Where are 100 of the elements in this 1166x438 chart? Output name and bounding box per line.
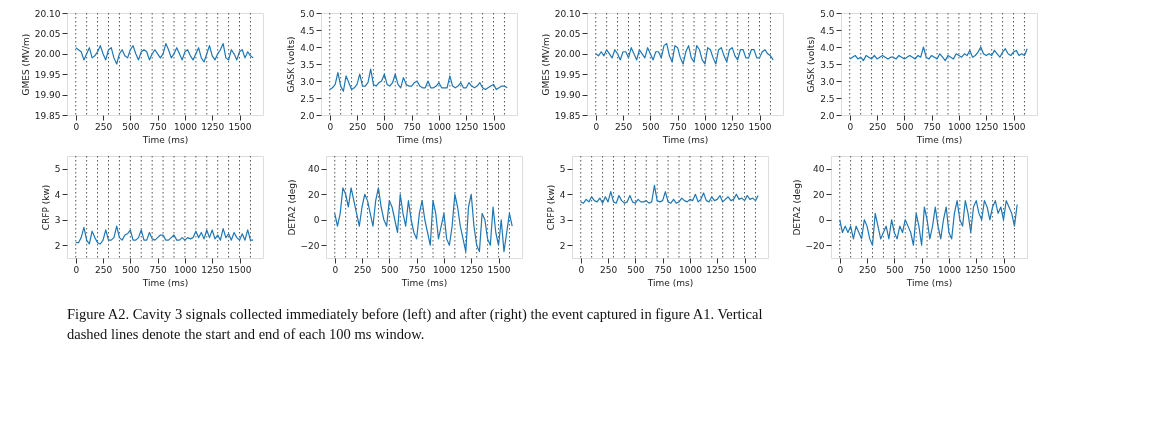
x-tick-label: 250: [353, 264, 372, 275]
x-tick-label: 1500: [733, 264, 757, 275]
x-tick-label: 500: [122, 121, 140, 132]
x-axis-title: Time (ms): [141, 277, 189, 288]
x-tick-label: 1250: [706, 264, 730, 275]
y-tick-label: 3.5: [300, 59, 315, 70]
x-tick-label: 1000: [173, 121, 198, 132]
x-tick-label: 250: [599, 264, 618, 275]
y-axis-title: DETA2 (deg): [791, 179, 802, 236]
x-axis-title: Time (ms): [141, 134, 189, 145]
y-tick-label: 3.5: [820, 59, 835, 70]
y-tick-label: 0: [818, 215, 825, 226]
y-tick-label: −20: [805, 240, 825, 251]
y-tick-label: 40: [308, 164, 320, 175]
y-tick-label: 5.0: [300, 8, 315, 19]
x-tick-label: 250: [94, 264, 113, 275]
y-tick-label: 19.85: [554, 110, 581, 121]
x-tick-label: 750: [913, 264, 931, 275]
x-tick-label: 500: [886, 264, 904, 275]
caption: Figure A2. Cavity 3 signals collected immediately before (left) and after (right) the event captured in figure A1. Vertical dashed lines denote the start and end of each 100 ms window.: [67, 306, 763, 342]
y-tick-label: 40: [813, 164, 825, 175]
x-tick-label: 500: [896, 121, 914, 132]
x-tick-label: 1500: [482, 121, 506, 132]
x-tick-label: 500: [381, 264, 399, 275]
y-tick-label: 20: [308, 189, 320, 200]
y-tick-label: 20.10: [554, 8, 581, 19]
y-tick-label: 5.0: [820, 8, 835, 19]
x-axis-title: Time (ms): [646, 277, 694, 288]
x-tick-label: 250: [868, 121, 887, 132]
x-tick-label: 1500: [1002, 121, 1026, 132]
y-tick-label: 4.5: [820, 25, 835, 36]
x-axis-title: Time (ms): [395, 134, 443, 145]
x-tick-label: 250: [94, 121, 113, 132]
x-tick-label: 750: [669, 121, 687, 132]
y-tick-label: 20.00: [34, 49, 61, 60]
y-tick-label: 19.90: [554, 90, 581, 101]
y-tick-label: 20.10: [34, 8, 61, 19]
x-tick-label: 0: [327, 121, 334, 132]
y-tick-label: 4: [559, 189, 566, 200]
y-axis-title: GMES (MV/m): [540, 33, 551, 96]
y-axis-title: GMES (MV/m): [20, 33, 31, 96]
y-tick-label: 4: [54, 189, 61, 200]
y-tick-label: 2.0: [300, 110, 315, 121]
y-tick-label: 2: [559, 240, 566, 251]
x-tick-label: 250: [348, 121, 367, 132]
x-tick-label: 500: [627, 264, 645, 275]
x-tick-label: 1500: [992, 264, 1016, 275]
y-tick-label: 4.0: [820, 42, 835, 53]
x-tick-label: 0: [847, 121, 854, 132]
x-tick-label: 1250: [721, 121, 745, 132]
x-tick-label: 1000: [678, 264, 703, 275]
x-tick-label: 750: [149, 264, 167, 275]
x-tick-label: 1500: [487, 264, 511, 275]
x-tick-label: 1250: [975, 121, 999, 132]
x-tick-label: 1000: [432, 264, 457, 275]
y-tick-label: 0: [313, 215, 320, 226]
y-axis-title: GASK (volts): [286, 36, 297, 93]
x-tick-label: 500: [376, 121, 394, 132]
x-tick-label: 750: [149, 121, 167, 132]
x-tick-label: 1250: [965, 264, 989, 275]
y-tick-label: 3.0: [820, 76, 835, 87]
y-tick-label: 2.5: [820, 93, 835, 104]
x-axis-title: Time (ms): [915, 134, 963, 145]
x-tick-label: 750: [403, 121, 421, 132]
y-tick-label: 20.05: [34, 28, 61, 39]
x-tick-label: 0: [332, 264, 339, 275]
y-tick-label: 5: [54, 164, 61, 175]
y-tick-label: 2: [54, 240, 61, 251]
y-axis-title: GASK (volts): [806, 36, 817, 93]
y-tick-label: 19.95: [34, 69, 61, 80]
y-axis-title: DETA2 (deg): [286, 179, 297, 236]
y-tick-label: 4.5: [300, 25, 315, 36]
x-tick-label: 1000: [427, 121, 452, 132]
y-tick-label: 5: [559, 164, 566, 175]
x-tick-label: 0: [73, 264, 80, 275]
y-tick-label: 2.0: [820, 110, 835, 121]
y-tick-label: −20: [300, 240, 320, 251]
x-tick-label: 1500: [228, 264, 252, 275]
x-axis-title: Time (ms): [905, 277, 953, 288]
y-tick-label: 20.00: [554, 49, 581, 60]
y-tick-label: 19.90: [34, 90, 61, 101]
x-tick-label: 1000: [173, 264, 198, 275]
x-tick-label: 750: [654, 264, 672, 275]
y-tick-label: 2.5: [300, 93, 315, 104]
y-tick-label: 3.0: [300, 76, 315, 87]
x-tick-label: 500: [122, 264, 140, 275]
x-tick-label: 1500: [748, 121, 772, 132]
x-tick-label: 1250: [201, 121, 225, 132]
y-tick-label: 19.95: [554, 69, 581, 80]
y-axis-title: CRFP (kw): [40, 184, 51, 231]
y-axis-title: CRFP (kw): [545, 184, 556, 231]
x-tick-label: 1250: [455, 121, 479, 132]
x-tick-label: 0: [73, 121, 80, 132]
x-tick-label: 1250: [460, 264, 484, 275]
x-tick-label: 750: [408, 264, 426, 275]
y-tick-label: 3: [54, 215, 61, 226]
x-tick-label: 250: [858, 264, 877, 275]
x-tick-label: 1000: [937, 264, 962, 275]
y-tick-label: 3: [559, 215, 566, 226]
x-tick-label: 1500: [228, 121, 252, 132]
